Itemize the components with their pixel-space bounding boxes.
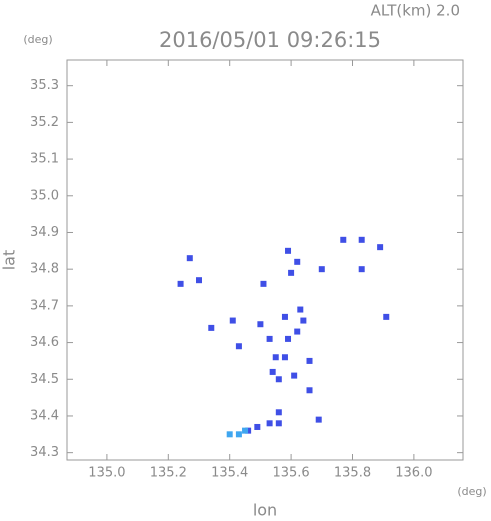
echo-point [254, 423, 261, 430]
echo-point [291, 372, 298, 379]
echo-point [294, 258, 301, 265]
echo-point [186, 255, 193, 262]
chart-title: 2016/05/01 09:26:15 [159, 28, 381, 52]
echo-point [257, 321, 264, 328]
echo-point [358, 236, 365, 243]
echo-point [235, 431, 242, 438]
echo-point [275, 420, 282, 427]
echo-point [266, 420, 273, 427]
y-tick-label: 34.4 [30, 408, 59, 423]
x-tick-label: 135.8 [334, 466, 371, 481]
y-tick-label: 34.8 [30, 262, 59, 277]
echo-point [177, 280, 184, 287]
echo-point [235, 343, 242, 350]
echo-point [294, 328, 301, 335]
echo-point [275, 376, 282, 383]
y-unit: (deg) [23, 33, 52, 46]
echo-point [260, 280, 267, 287]
y-tick-label: 34.9 [30, 225, 59, 240]
x-tick-label: 135.0 [88, 466, 125, 481]
echo-point [281, 354, 288, 361]
echo-point [300, 317, 307, 324]
echo-point [285, 247, 292, 254]
y-tick-label: 34.5 [30, 372, 59, 387]
echo-point [245, 427, 252, 434]
x-tick-label: 135.6 [272, 466, 309, 481]
x-unit: (deg) [457, 485, 486, 498]
plot-frame [66, 59, 464, 461]
echo-point [281, 313, 288, 320]
echo-point [306, 357, 313, 364]
echo-point [358, 266, 365, 273]
y-axis-label: lat [0, 250, 19, 271]
chart-subtitle: ALT(km) 2.0 [371, 2, 460, 20]
echo-point [306, 387, 313, 394]
echo-point [208, 324, 215, 331]
y-tick-label: 34.7 [30, 298, 59, 313]
x-tick-label: 135.4 [211, 466, 248, 481]
y-tick-label: 34.3 [30, 445, 59, 460]
y-tick-label: 35.1 [30, 152, 59, 167]
echo-point [297, 306, 304, 313]
echo-point [315, 416, 322, 423]
echo-point [226, 431, 233, 438]
x-axis-label: lon [253, 501, 277, 520]
echo-point [275, 409, 282, 416]
y-tick-label: 35.2 [30, 115, 59, 130]
echo-point [272, 354, 279, 361]
echo-point [377, 244, 384, 251]
echo-point [196, 277, 202, 284]
echo-point [229, 317, 236, 324]
echo-point [288, 269, 295, 276]
echo-point [242, 427, 249, 434]
echo-point [383, 313, 390, 320]
echo-point [318, 266, 325, 273]
x-tick-label: 136.0 [395, 466, 432, 481]
echo-point [340, 236, 347, 243]
x-tick-label: 135.2 [150, 466, 187, 481]
echo-point [285, 335, 292, 342]
y-tick-label: 35.3 [30, 78, 59, 93]
y-tick-label: 34.6 [30, 335, 59, 350]
y-tick-label: 35.0 [30, 188, 59, 203]
echo-point [269, 368, 276, 375]
echo-point [266, 335, 273, 342]
